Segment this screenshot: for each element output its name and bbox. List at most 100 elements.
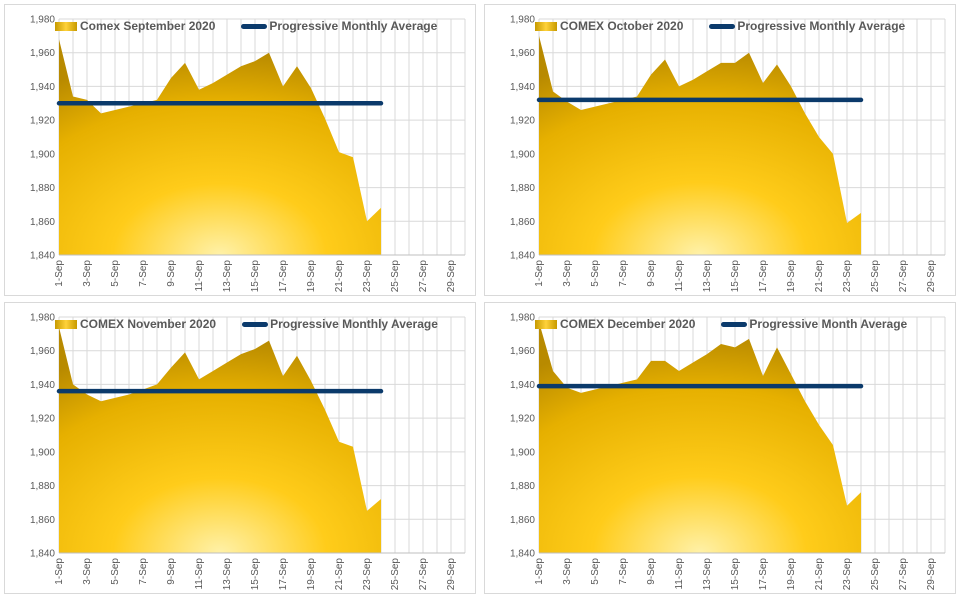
- y-tick-label: 1,960: [30, 346, 55, 357]
- y-tick-label: 1,880: [510, 481, 535, 492]
- x-tick-label: 3-Sep: [82, 558, 93, 585]
- y-tick-label: 1,900: [510, 149, 535, 160]
- y-tick-label: 1,940: [30, 82, 55, 93]
- y-tick-label: 1,980: [30, 313, 55, 324]
- chart-panel-november: 1,840 1,860 1,880 1,900 1,920 1,940 1,960 1,980…: [4, 302, 476, 594]
- y-tick-label: 1,980: [510, 313, 535, 324]
- y-tick-label: 1,940: [30, 380, 55, 391]
- legend-area-swatch: [55, 319, 77, 329]
- y-tick-label: 1,840: [30, 549, 55, 560]
- x-tick-label: 9-Sep: [166, 558, 177, 585]
- x-tick-label: 19-Sep: [306, 260, 317, 293]
- x-tick-label: 1-Sep: [54, 558, 65, 585]
- chart-panel-december: 1,840 1,860 1,880 1,900 1,920 1,940 1,960 1,980…: [484, 302, 956, 594]
- x-tick-label: 5-Sep: [590, 260, 601, 287]
- legend-area-swatch: [535, 21, 557, 31]
- y-tick-label: 1,860: [510, 217, 535, 228]
- x-tick-label: 3-Sep: [82, 260, 93, 287]
- y-tick-label: 1,940: [510, 82, 535, 93]
- x-tick-label: 19-Sep: [786, 260, 797, 293]
- y-tick-label: 1,880: [30, 183, 55, 194]
- legend-line-swatch: [721, 321, 748, 327]
- x-tick-label: 15-Sep: [250, 558, 261, 591]
- price-area: [539, 35, 861, 255]
- x-tick-label: 23-Sep: [362, 260, 373, 293]
- y-tick-label: 1,980: [510, 15, 535, 26]
- legend-line-swatch: [242, 321, 269, 327]
- y-tick-label: 1,900: [30, 149, 55, 160]
- chart-panel-october: 1,840 1,860 1,880 1,900 1,920 1,940 1,960 1,980…: [484, 4, 956, 296]
- x-tick-label: 27-Sep: [418, 558, 429, 591]
- chart-legend: COMEX November 2020 Progressive Monthly …: [55, 317, 438, 331]
- x-tick-label: 7-Sep: [618, 558, 629, 585]
- y-tick-label: 1,920: [30, 414, 55, 425]
- x-tick-label: 9-Sep: [646, 558, 657, 585]
- x-tick-label: 17-Sep: [758, 260, 769, 293]
- y-tick-label: 1,940: [510, 380, 535, 391]
- x-tick-label: 17-Sep: [278, 558, 289, 591]
- x-tick-label: 19-Sep: [786, 558, 797, 591]
- x-tick-label: 5-Sep: [590, 558, 601, 585]
- y-tick-label: 1,860: [510, 515, 535, 526]
- x-tick-label: 21-Sep: [814, 260, 825, 293]
- price-area: [539, 322, 861, 553]
- x-tick-label: 11-Sep: [194, 558, 205, 590]
- x-tick-label: 25-Sep: [870, 260, 881, 293]
- y-tick-label: 1,860: [30, 515, 55, 526]
- legend-label-area: COMEX November 2020: [80, 317, 217, 331]
- x-tick-label: 3-Sep: [562, 558, 573, 585]
- y-tick-label: 1,840: [30, 251, 55, 262]
- chart-svg: 1,840 1,860 1,880 1,900 1,920 1,940 1,960 1,980…: [510, 15, 946, 293]
- x-tick-label: 23-Sep: [842, 558, 853, 591]
- price-area: [59, 39, 381, 256]
- y-tick-label: 1,960: [510, 346, 535, 357]
- x-tick-label: 13-Sep: [222, 260, 233, 293]
- legend-label-average: Progressive Monthly Average: [270, 317, 438, 331]
- x-tick-label: 25-Sep: [390, 558, 401, 591]
- x-tick-label: 17-Sep: [278, 260, 289, 293]
- y-tick-label: 1,840: [510, 251, 535, 262]
- y-tick-label: 1,840: [510, 549, 535, 560]
- chart-svg: 1,840 1,860 1,880 1,900 1,920 1,940 1,960 1,980…: [30, 313, 466, 591]
- x-tick-label: 7-Sep: [138, 260, 149, 287]
- x-tick-label: 27-Sep: [418, 260, 429, 293]
- x-tick-label: 1-Sep: [534, 558, 545, 585]
- x-tick-label: 13-Sep: [702, 558, 713, 591]
- legend-area-swatch: [535, 319, 557, 329]
- chart-legend: Comex September 2020 Progressive Monthly…: [55, 19, 437, 33]
- x-tick-label: 9-Sep: [646, 260, 657, 287]
- x-tick-label: 1-Sep: [54, 260, 65, 287]
- y-tick-label: 1,920: [510, 414, 535, 425]
- x-tick-label: 29-Sep: [446, 260, 457, 293]
- legend-label-area: COMEX October 2020: [560, 19, 684, 33]
- y-tick-label: 1,960: [30, 48, 55, 59]
- y-tick-label: 1,860: [30, 217, 55, 228]
- chart-svg: 1,840 1,860 1,880 1,900 1,920 1,940 1,960 1,980…: [30, 15, 466, 293]
- x-tick-label: 27-Sep: [898, 558, 909, 591]
- x-tick-label: 7-Sep: [618, 260, 629, 287]
- x-tick-label: 29-Sep: [926, 558, 937, 591]
- x-tick-label: 17-Sep: [758, 558, 769, 591]
- x-tick-label: 9-Sep: [166, 260, 177, 287]
- legend-line-swatch: [709, 23, 736, 29]
- legend-label-average: Progressive Monthly Average: [269, 19, 438, 33]
- x-tick-label: 23-Sep: [842, 260, 853, 293]
- y-tick-label: 1,960: [510, 48, 535, 59]
- legend-line-swatch: [241, 23, 268, 29]
- x-tick-label: 5-Sep: [110, 558, 121, 585]
- legend-label-area: COMEX December 2020: [560, 317, 696, 331]
- legend-label-average: Progressive Month Average: [749, 317, 908, 331]
- x-tick-label: 29-Sep: [446, 558, 457, 591]
- legend-label-average: Progressive Monthly Average: [737, 19, 906, 33]
- x-tick-label: 15-Sep: [250, 260, 261, 293]
- x-tick-label: 11-Sep: [674, 260, 685, 292]
- y-tick-label: 1,900: [30, 447, 55, 458]
- x-tick-label: 21-Sep: [814, 558, 825, 591]
- y-tick-label: 1,920: [510, 116, 535, 127]
- x-tick-label: 3-Sep: [562, 260, 573, 287]
- x-tick-label: 25-Sep: [390, 260, 401, 293]
- x-tick-label: 11-Sep: [194, 260, 205, 292]
- x-tick-label: 23-Sep: [362, 558, 373, 591]
- chart-svg: 1,840 1,860 1,880 1,900 1,920 1,940 1,960 1,980…: [510, 313, 946, 591]
- x-tick-label: 21-Sep: [334, 260, 345, 293]
